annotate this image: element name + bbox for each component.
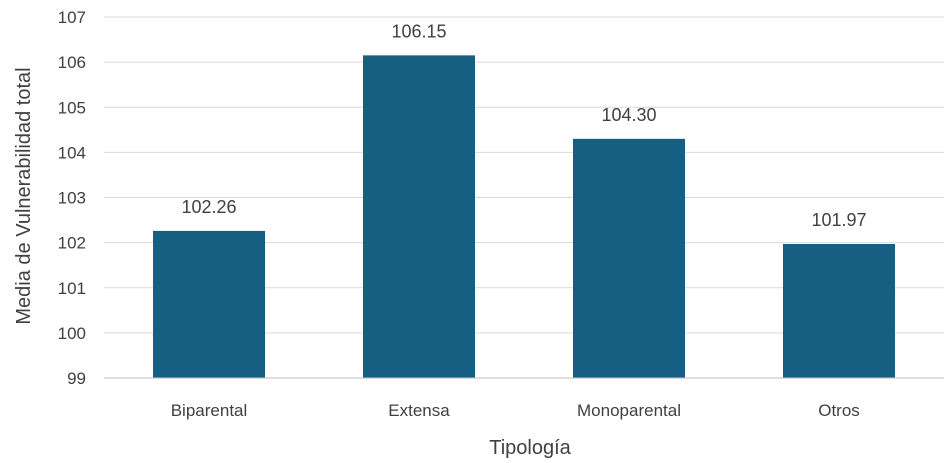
bars: 102.26 106.15 104.30 101.97: [153, 21, 895, 378]
y-tick-label: 107: [58, 8, 86, 27]
data-label: 101.97: [811, 210, 866, 230]
y-tick-label: 106: [58, 53, 86, 72]
bar-biparental: [153, 230, 265, 378]
data-label: 106.15: [391, 21, 446, 41]
x-axis-title: Tipología: [489, 437, 571, 459]
y-tick-label: 99: [67, 369, 86, 388]
x-category-label: Biparental: [171, 401, 248, 420]
y-axis-ticks: 99 100 101 102 103 104 105 106 107: [58, 8, 86, 388]
y-tick-label: 104: [58, 143, 86, 162]
x-axis-categories: Biparental Extensa Monoparental Otros: [171, 401, 860, 420]
y-tick-label: 100: [58, 324, 86, 343]
bar-otros: [783, 243, 895, 378]
bar-extensa: [363, 55, 475, 378]
data-label: 102.26: [181, 197, 236, 217]
y-tick-label: 101: [58, 279, 86, 298]
y-tick-label: 105: [58, 98, 86, 117]
x-category-label: Extensa: [388, 401, 450, 420]
x-category-label: Otros: [818, 401, 860, 420]
y-axis-title: Media de Vulnerabilidad total: [13, 67, 35, 324]
data-label: 104.30: [601, 105, 656, 125]
y-tick-label: 103: [58, 189, 86, 208]
bar-monoparental: [573, 138, 685, 378]
x-category-label: Monoparental: [577, 401, 681, 420]
y-tick-label: 102: [58, 234, 86, 253]
